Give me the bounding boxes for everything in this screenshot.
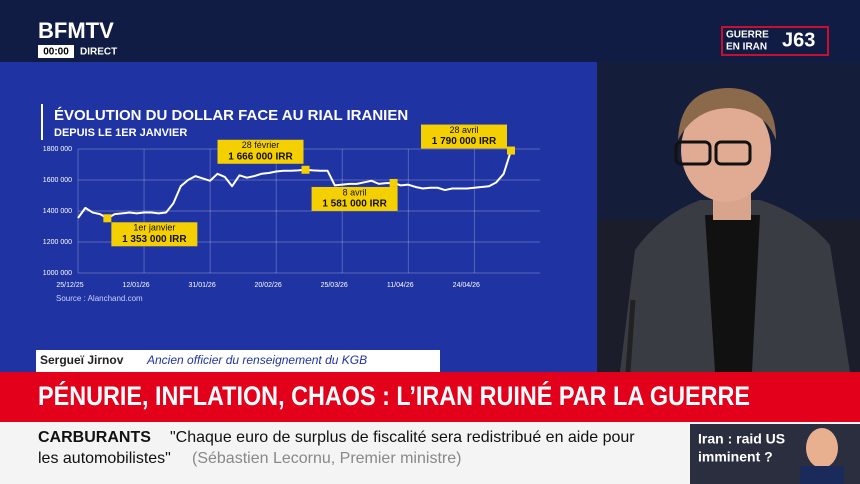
annotation-box <box>421 124 507 149</box>
annotation-date: 28 février <box>242 140 280 150</box>
value-label: 1 666 000 IRR <box>228 151 293 162</box>
headline-bar <box>0 372 860 422</box>
tag: GUERRE <box>726 30 769 41</box>
x-tick-label: 25/03/26 <box>321 282 348 289</box>
ticker-quote: "Chaque euro de surplus de fiscalité ser… <box>170 429 635 446</box>
x-tick-label: 31/01/26 <box>188 282 215 289</box>
tag: EN IRAN <box>726 42 767 53</box>
promo-photo <box>800 466 844 484</box>
x-tick-label: 24/04/26 <box>453 282 480 289</box>
plot: 1000 000 1200 000 1400 000 1600 000 1800 000… <box>43 124 540 289</box>
name-strip <box>36 350 440 372</box>
microphone <box>625 299 636 373</box>
annotation-date: 1er janvier <box>133 223 175 233</box>
top-band <box>0 0 860 62</box>
shirt <box>705 215 760 372</box>
value-label: 1 790 000 IRR <box>432 136 497 147</box>
marker <box>389 178 398 187</box>
y-tick-label: 1400 000 <box>43 208 72 215</box>
chart-title: ÉVOLUTION DU DOLLAR FACE AU RIAL IRANIEN <box>54 107 408 124</box>
line <box>77 150 512 220</box>
live: DIRECT <box>80 47 117 58</box>
annotation-date: 28 avril <box>449 125 478 135</box>
annotation-box <box>217 139 304 164</box>
value-label: 1 353 000 IRR <box>122 234 187 245</box>
clock-box <box>38 45 74 58</box>
promo-text[interactable]: Iran : raid US <box>698 431 785 447</box>
ticker-quote: les automobilistes" <box>38 450 171 467</box>
marker <box>103 214 112 223</box>
chart-source: Source : Alanchand.com <box>56 294 143 303</box>
tag-box <box>721 26 829 56</box>
y-tick-label: 1600 000 <box>43 177 72 184</box>
annotation-date: 8 avril <box>343 187 367 197</box>
x-tick-label: 25/12/25 <box>56 282 83 289</box>
clock: 00:00 <box>43 47 69 58</box>
glasses <box>674 140 712 166</box>
value-label: 1 581 000 IRR <box>322 199 387 210</box>
annotation-box <box>111 222 198 247</box>
marker <box>507 146 515 155</box>
y-tick-label: 1200 000 <box>43 239 72 246</box>
tag-day: J63 <box>782 29 815 51</box>
hair <box>678 88 776 140</box>
marker <box>301 165 310 174</box>
logo: BFMTV <box>38 18 114 43</box>
guest-role: Ancien officier du renseignement du KGB <box>146 353 367 367</box>
x-tick-label: 20/02/26 <box>255 282 282 289</box>
guest-name: Sergueï Jirnov <box>40 353 124 367</box>
y-tick-label: 1000 000 <box>43 270 72 277</box>
y-tick-label: 1800 000 <box>43 146 72 153</box>
face <box>681 98 771 202</box>
chart-subtitle: DEPUIS LE 1ER JANVIER <box>54 127 187 139</box>
glasses <box>714 140 752 166</box>
chart-panel <box>0 62 597 372</box>
x-tick-label: 11/04/26 <box>387 282 414 289</box>
promo-text[interactable]: imminent ? <box>698 449 773 465</box>
ticker-topic: CARBURANTS <box>38 429 151 446</box>
x-tick-label: 12/01/26 <box>122 282 149 289</box>
promo-photo <box>806 428 838 468</box>
headline: PÉNURIE, INFLATION, CHAOS : L’IRAN RUINÉ… <box>38 380 750 411</box>
ticker-source: (Sébastien Lecornu, Premier ministre) <box>192 450 461 467</box>
annotation-box <box>311 186 398 211</box>
